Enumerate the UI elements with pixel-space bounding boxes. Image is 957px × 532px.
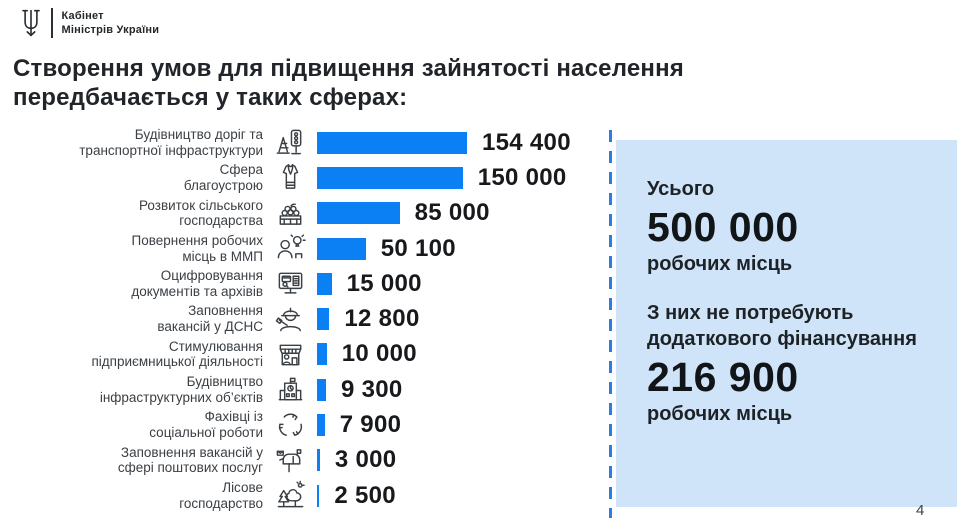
bar: [317, 308, 330, 331]
forestry-trees-icon: [263, 480, 317, 511]
category-label: Розвиток сільського господарства: [138, 197, 263, 229]
category-label: Будівництво інфраструктурних об’єктів: [99, 374, 263, 405]
bar: [317, 449, 320, 472]
organization-name: Кабінет Міністрів України: [62, 9, 160, 38]
value-label: 85 000: [414, 199, 490, 227]
chart-row: Розвиток сільського господарства 85 000: [10, 196, 571, 231]
social-work-hands-icon: [263, 410, 317, 441]
public-amenities-vest-icon: [263, 162, 317, 193]
category-label: Фахівці із соціальної роботи: [149, 409, 263, 441]
value-label: 2 500: [334, 481, 396, 509]
summary-no-financing-label: З них не потребують додаткового фінансув…: [647, 301, 917, 350]
value-label: 3 000: [334, 446, 397, 474]
category-label: Стимулювання підприємницької діяльності: [91, 338, 263, 370]
value-label: 50 100: [380, 234, 456, 262]
summary-total-unit: робочих місць: [647, 252, 793, 275]
employment-bar-chart: Будівництво доріг та транспортної інфрас…: [10, 125, 571, 513]
infrastructure-building-icon: [263, 374, 317, 405]
bar: [317, 237, 366, 260]
bar: [317, 131, 467, 154]
summary-no-financing-unit: робочих місць: [647, 402, 793, 425]
rescue-service-firefighter-icon: [263, 304, 317, 335]
chart-row: Заповнення вакансій у ДСНС 12 800: [10, 301, 571, 336]
category-label: Сфера благоустрою: [183, 162, 263, 193]
summary-no-financing-block: З них не потребують додаткового фінансув…: [647, 300, 939, 426]
value-label: 12 800: [344, 305, 420, 333]
summary-total-value: 500 000: [647, 204, 799, 250]
jobs-return-person-idea-icon: [263, 233, 317, 264]
organization-name-line2: Міністрів України: [61, 24, 160, 36]
logo-divider: [51, 8, 53, 38]
category-label: Будівництво доріг та транспортної інфрас…: [79, 126, 263, 158]
bar: [317, 414, 325, 437]
chart-row: Стимулювання підприємницької діяльності …: [10, 337, 571, 372]
category-label: Заповнення вакансій у ДСНС: [157, 303, 263, 335]
chart-row: Фахівці із соціальної роботи 7 900: [10, 407, 571, 442]
bar: [317, 202, 400, 225]
value-label: 154 400: [482, 128, 571, 156]
dashed-divider: [609, 130, 612, 518]
summary-total-block: Усього 500 000 робочих місць: [647, 176, 939, 276]
digitization-monitor-icon: [263, 268, 317, 299]
category-label: Повернення робочих місць в ММП: [131, 232, 263, 264]
page-title: Створення умов для підвищення зайнятості…: [13, 55, 684, 112]
government-logo: Кабінет Міністрів України: [18, 8, 159, 38]
summary-panel: Усього 500 000 робочих місць З них не по…: [616, 140, 957, 507]
summary-no-financing-value: 216 900: [647, 353, 799, 400]
bar: [317, 166, 463, 189]
trident-emblem-icon: [18, 8, 44, 38]
chart-row: Будівництво доріг та транспортної інфрас…: [10, 125, 571, 160]
summary-total-label: Усього: [647, 178, 715, 200]
value-label: 9 300: [341, 375, 403, 403]
bar: [317, 378, 326, 401]
chart-row: Повернення робочих місць в ММП 50 100: [10, 231, 571, 266]
value-label: 7 900: [339, 411, 402, 439]
category-label: Оцифровування документів та архівів: [131, 268, 263, 299]
chart-row: Сфера благоустрою 150 000: [10, 160, 571, 195]
value-label: 150 000: [477, 163, 567, 191]
organization-name-line1: Кабінет: [61, 9, 104, 22]
category-label: Заповнення вакансій у сфері поштових пос…: [117, 444, 263, 476]
bar: [317, 343, 327, 366]
bar: [317, 484, 320, 507]
road-transport-infrastructure-icon: [263, 127, 317, 158]
page-number: 4: [916, 502, 925, 519]
value-label: 10 000: [341, 340, 417, 368]
value-label: 15 000: [346, 269, 422, 297]
chart-row: Лісове господарство 2 500: [10, 478, 571, 513]
postal-mailbox-icon: [263, 445, 317, 476]
chart-row: Заповнення вакансій у сфері поштових пос…: [10, 443, 571, 478]
chart-row: Оцифровування документів та архівів 15 0…: [10, 266, 571, 301]
entrepreneurship-storefront-icon: [263, 339, 317, 370]
chart-row: Будівництво інфраструктурних об’єктів 9 …: [10, 372, 571, 407]
category-label: Лісове господарство: [179, 479, 263, 511]
bar: [317, 272, 332, 295]
agriculture-crate-icon: [263, 198, 317, 229]
